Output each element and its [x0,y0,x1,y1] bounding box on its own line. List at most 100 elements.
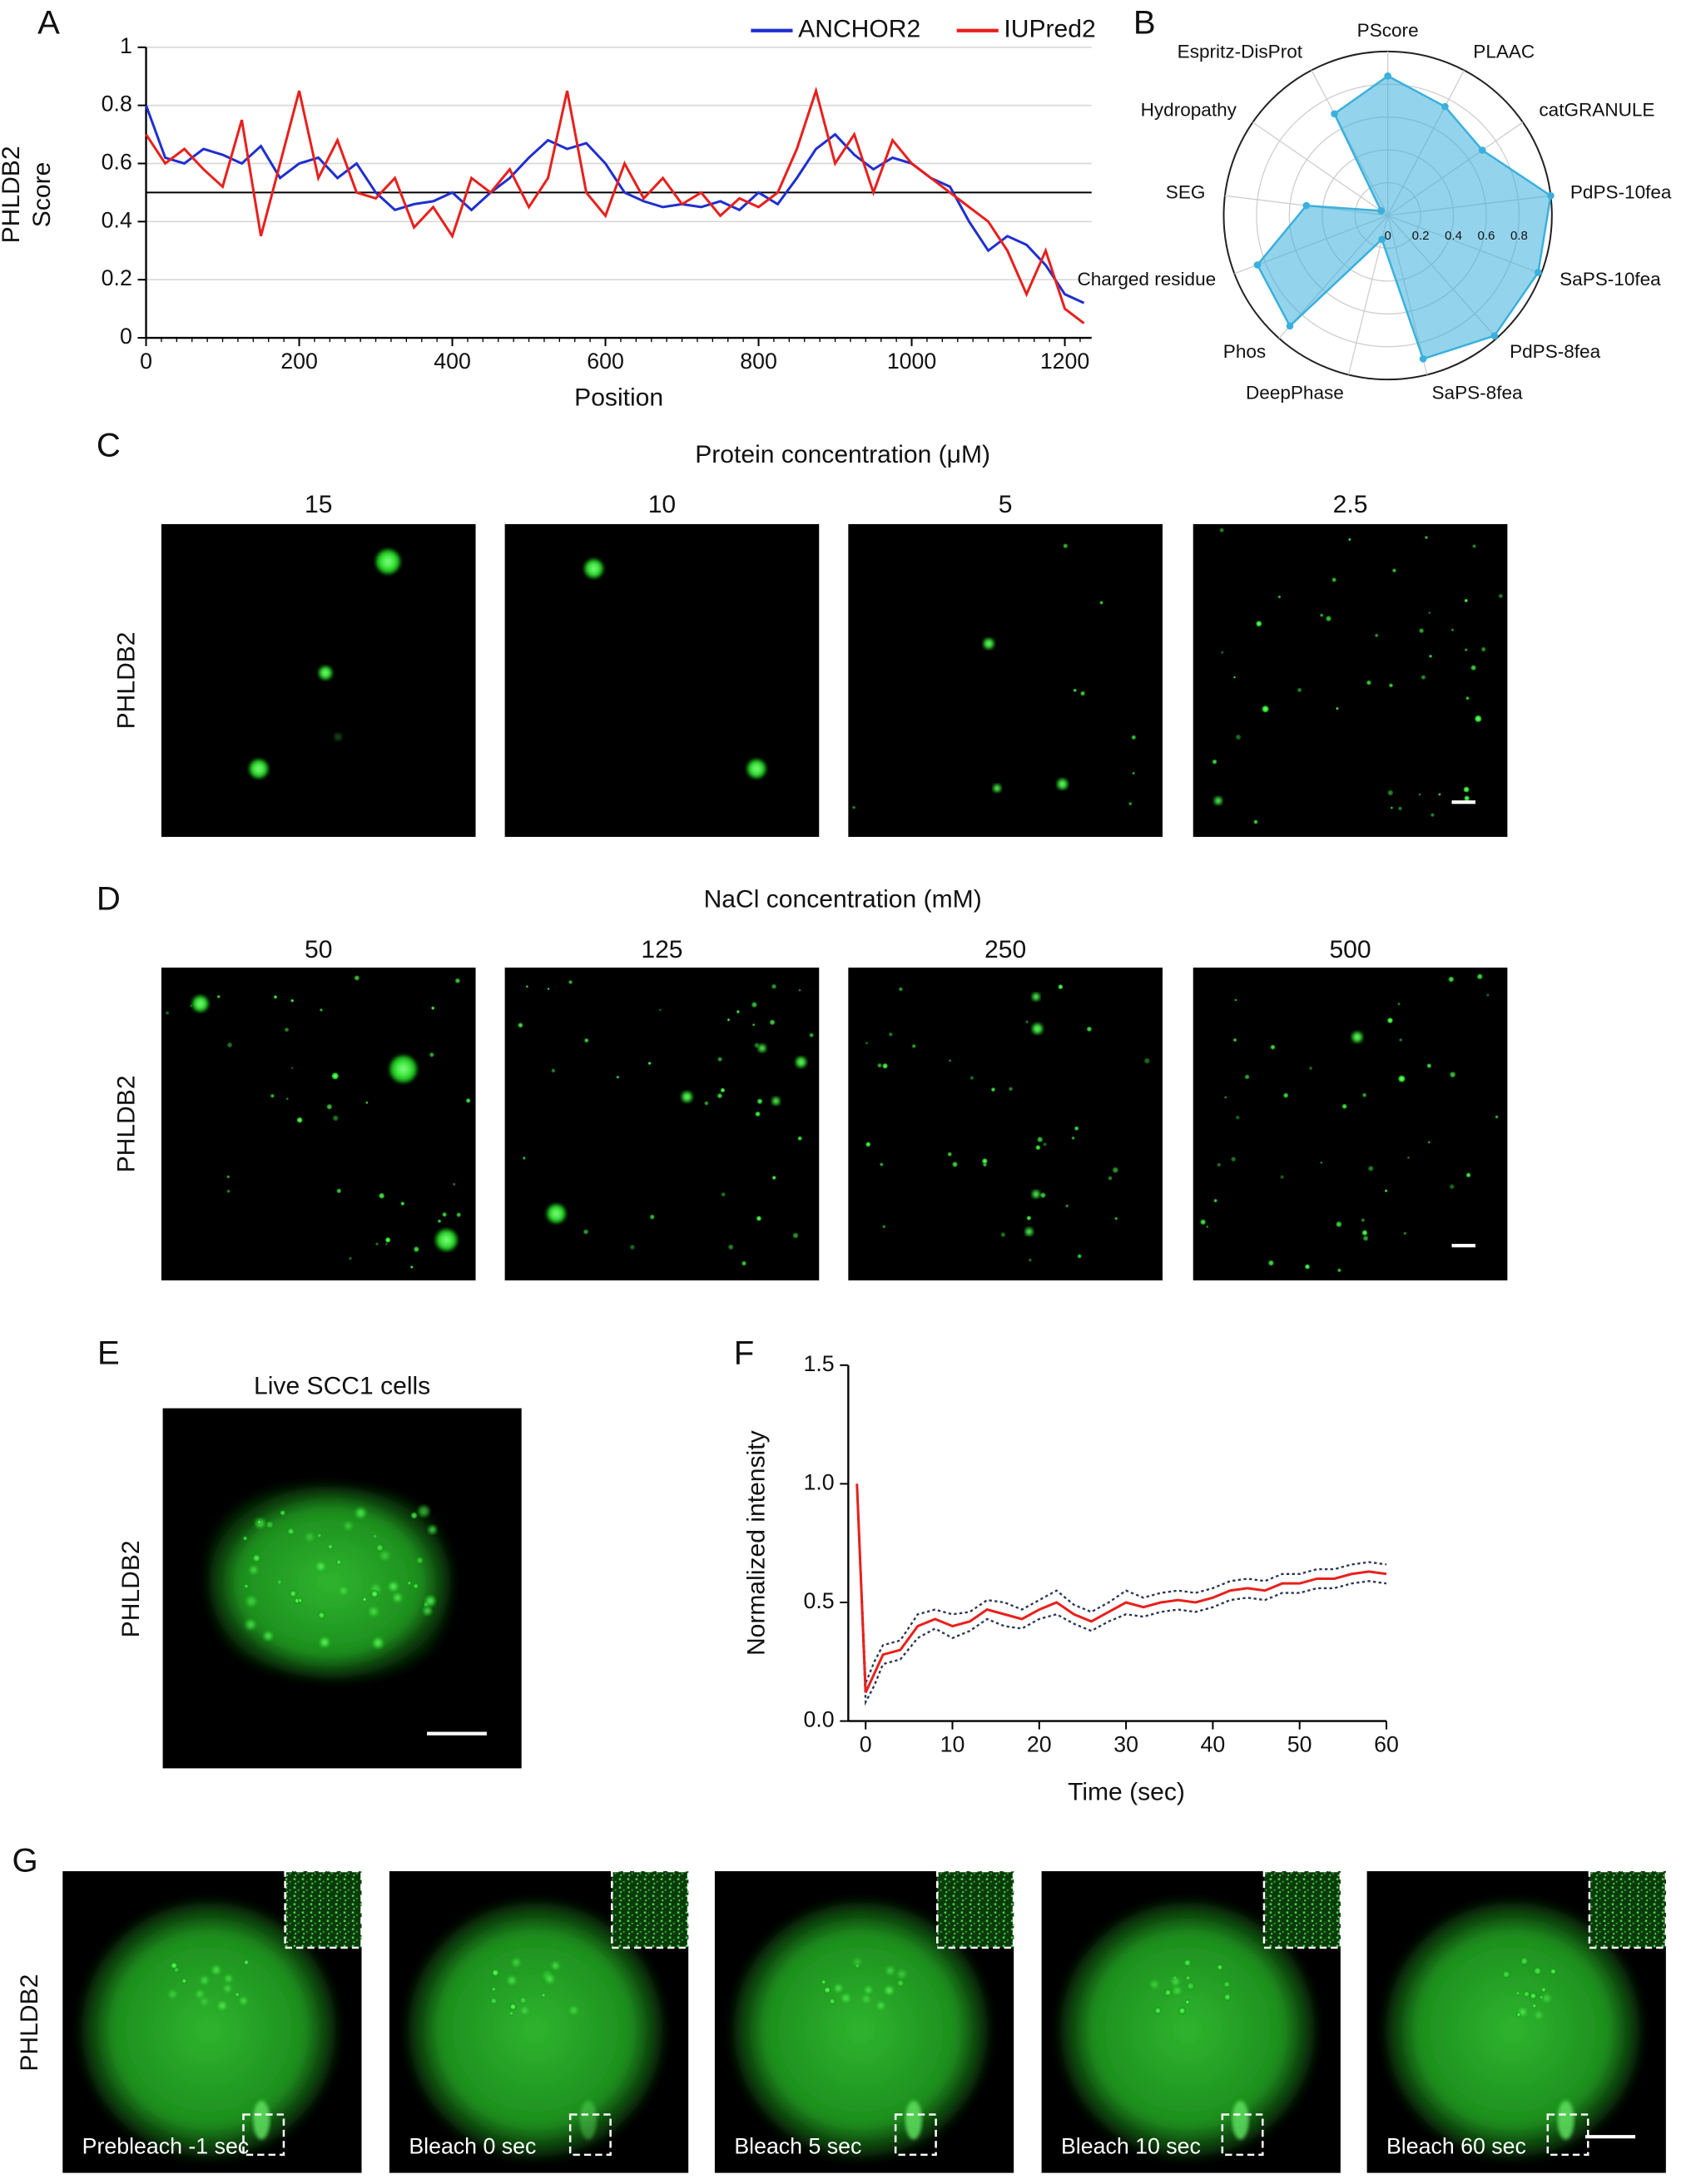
droplet [506,1975,518,1986]
droplet [242,1536,248,1541]
legend-label: IUPred2 [1004,16,1095,43]
x-tick-label: 40 [1201,1732,1226,1757]
x-tick-label: 10 [940,1732,965,1757]
droplet [375,1543,384,1553]
droplet [344,1521,353,1531]
droplet [392,1592,403,1603]
droplet [1362,1236,1369,1241]
droplet [1028,1258,1032,1262]
droplet [200,1975,210,1985]
droplet [882,1225,886,1229]
droplet [1223,1993,1232,2001]
droplet [1217,1162,1222,1167]
x-tick-label: 1000 [887,349,936,374]
x-tick-label: 200 [280,349,318,374]
panel-letter: E [97,1335,120,1372]
droplet [334,732,343,741]
category-label: Espritz-DisProt [1178,41,1303,62]
droplet [355,1507,367,1519]
droplet [1154,2007,1162,2014]
droplet [829,1998,836,2005]
droplet [326,1104,333,1110]
radar-point [1384,72,1391,80]
micrograph [161,523,476,837]
radar-point [1441,102,1449,111]
droplet [1424,536,1428,540]
droplet [1235,734,1242,740]
radar-point [1302,201,1311,210]
droplet [296,1117,303,1123]
droplet [1450,628,1455,631]
droplet [1224,1096,1227,1099]
droplet [1206,1225,1209,1229]
droplet [1426,1063,1432,1068]
droplet [1297,687,1302,693]
radar-area [1256,74,1552,360]
x-tick-label: 400 [434,349,471,374]
droplet [280,1510,286,1516]
droplet [1361,1230,1368,1236]
droplet [424,1596,436,1607]
x-tick-label: 50 [1287,1732,1312,1757]
category-label: Phos [1223,341,1266,362]
droplet [287,1528,295,1535]
droplet [1234,998,1237,1002]
micrograph [1193,967,1508,1280]
droplet [896,1978,905,1988]
nucleus [80,1901,337,2158]
droplet [437,1219,442,1223]
legend-label: ANCHOR2 [798,16,920,43]
droplet [1336,1221,1342,1227]
droplet [332,1115,339,1122]
droplet [899,987,903,992]
droplet [400,1201,405,1206]
x-axis-label: Time (sec) [1068,1778,1185,1805]
droplet [327,1543,334,1550]
droplet [882,1063,888,1069]
droplet [969,1076,974,1080]
r-tick-label: 0.4 [1445,229,1462,243]
droplet [167,1988,178,1999]
droplet [990,1087,995,1092]
droplet [335,1559,342,1565]
droplet [1540,1987,1547,1993]
micrograph [504,967,820,1280]
x-tick-label: 0 [860,1732,872,1757]
panel-letter: B [1133,5,1156,42]
droplet [331,1072,339,1080]
droplet [1086,1026,1092,1032]
droplet [1534,2010,1543,2020]
droplet [792,1232,799,1239]
droplet [681,1091,693,1103]
y-tick-label: 0.6 [102,150,132,175]
droplet [1418,793,1421,796]
droplet [1320,613,1324,617]
y-tick-label: 0.2 [102,265,132,290]
droplet [1331,577,1336,582]
radar-point [1378,235,1386,244]
droplet [1419,628,1425,634]
r-tick-label: 0.8 [1510,229,1528,243]
column-label: 500 [1329,936,1371,963]
droplet [289,1590,297,1597]
droplet [880,1162,884,1166]
y-tick-label: 1.5 [803,1351,834,1376]
droplet [216,995,221,998]
droplet [216,2000,228,2012]
droplet [756,1216,761,1221]
droplet [410,1512,418,1519]
droplet [717,1057,723,1062]
category-label: catGRANULE [1539,99,1654,120]
droplet [1387,1018,1393,1023]
droplet [1056,778,1069,790]
category-label: SEG [1166,181,1206,202]
droplet [375,549,401,575]
droplet [568,2005,579,2016]
droplet [1495,1115,1499,1119]
x-tick-label: 800 [740,349,777,374]
droplet [249,759,269,779]
droplet [318,1612,325,1619]
y-axis-label: Score [28,162,56,228]
droplet [226,1189,231,1193]
droplet [1172,1985,1183,1996]
